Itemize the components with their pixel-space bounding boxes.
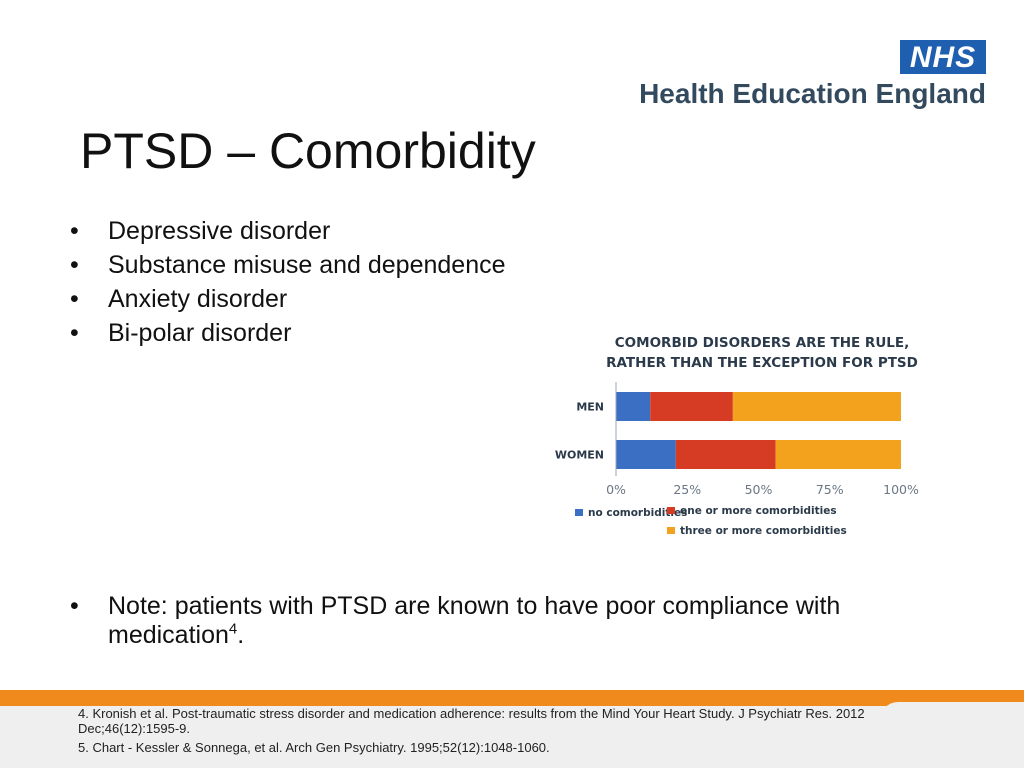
note-superscript: 4 bbox=[228, 620, 238, 638]
legend-swatch bbox=[667, 507, 675, 514]
legend-label: three or more comorbidities bbox=[680, 525, 847, 537]
x-tick-label: 50% bbox=[745, 482, 773, 497]
references: 4. Kronish et al. Post-traumatic stress … bbox=[78, 706, 898, 759]
bar-segment bbox=[616, 392, 651, 421]
bullet-list: Depressive disorder Substance misuse and… bbox=[70, 214, 506, 350]
bullet-item: Substance misuse and dependence bbox=[70, 248, 506, 282]
nhs-logo-text: NHS bbox=[909, 41, 977, 74]
footer-accent-line bbox=[0, 690, 1024, 706]
legend-label: one or more comorbidities bbox=[680, 505, 837, 517]
nhs-logo-box bbox=[900, 40, 986, 74]
bar-segment bbox=[616, 440, 676, 469]
chart-title: COMORBID DISORDERS ARE THE RULE, bbox=[615, 335, 909, 351]
x-tick-label: 25% bbox=[673, 482, 701, 497]
bar-segment bbox=[675, 440, 776, 469]
bullet-item: Anxiety disorder bbox=[70, 282, 506, 316]
legend-swatch bbox=[575, 509, 583, 516]
x-tick-label: 100% bbox=[883, 482, 919, 497]
note-body: Note: patients with PTSD are known to ha… bbox=[108, 592, 841, 649]
org-name: Health Education England bbox=[639, 78, 986, 109]
reference-item: 5. Chart - Kessler & Sonnega, et al. Arc… bbox=[78, 740, 550, 755]
chart-title: RATHER THAN THE EXCEPTION FOR PTSD bbox=[606, 355, 918, 371]
bar-segment bbox=[650, 392, 733, 421]
bar-segment bbox=[775, 440, 901, 469]
category-label: MEN bbox=[576, 401, 604, 414]
comorbidity-chart: COMORBID DISORDERS ARE THE RULE, RATHER T… bbox=[555, 335, 919, 537]
bar-segment bbox=[732, 392, 901, 421]
footer-tab-shape bbox=[880, 702, 1024, 742]
bullet-dot: • bbox=[70, 592, 79, 620]
nhs-hee-logo: NHS Health Education England bbox=[638, 40, 988, 112]
legend-swatch bbox=[667, 527, 675, 534]
note-bullet: • Note: patients with PTSD are known to … bbox=[70, 592, 950, 650]
x-tick-label: 0% bbox=[606, 482, 626, 497]
legend-label: no comorbidities bbox=[588, 507, 687, 519]
x-tick-label: 75% bbox=[816, 482, 844, 497]
bullet-item: Depressive disorder bbox=[70, 214, 506, 248]
category-label: WOMEN bbox=[555, 449, 604, 462]
note-end: . bbox=[237, 621, 245, 649]
slide-title: PTSD – Comorbidity bbox=[80, 123, 536, 179]
reference-item: 4. Kronish et al. Post-traumatic stress … bbox=[78, 706, 865, 736]
bullet-item: Bi-polar disorder bbox=[70, 316, 506, 350]
note-text: Note: patients with PTSD are known to ha… bbox=[70, 592, 950, 650]
